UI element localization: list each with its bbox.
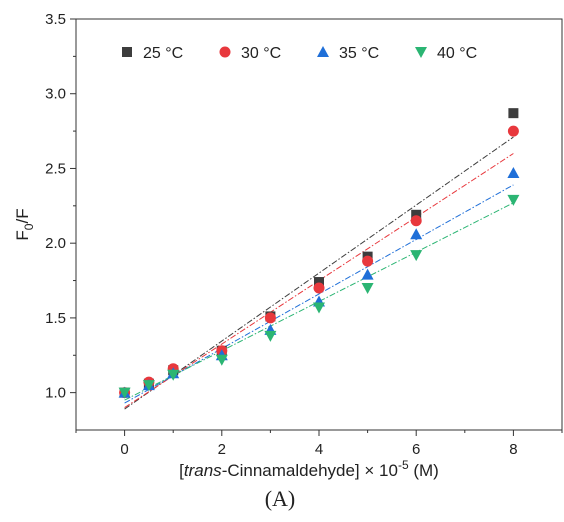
y-axis-label: F0/F bbox=[13, 208, 36, 240]
y-tick-label: 2.5 bbox=[45, 160, 66, 177]
legend: 25 °C 30 °C 35 °C 40 °C bbox=[122, 45, 477, 62]
y-tick-label: 1.5 bbox=[45, 310, 66, 327]
x-tick-label: 2 bbox=[218, 441, 226, 458]
data-point bbox=[264, 312, 276, 324]
legend-label: 35 °C bbox=[339, 45, 379, 62]
data-point bbox=[410, 228, 423, 240]
y-axis-ticks: 1.0 1.5 2.0 2.5 3.0 3.5 bbox=[45, 11, 76, 402]
y-tick-label: 1.0 bbox=[45, 385, 66, 402]
data-point bbox=[410, 215, 422, 227]
fit-line bbox=[124, 136, 514, 410]
data-point bbox=[410, 250, 423, 262]
data-point bbox=[507, 194, 520, 206]
x-tick-label: 0 bbox=[120, 441, 128, 458]
x-tick-label: 8 bbox=[509, 441, 517, 458]
data-point bbox=[411, 209, 422, 220]
data-point bbox=[264, 330, 277, 342]
data-markers bbox=[118, 108, 520, 399]
data-point bbox=[215, 354, 228, 366]
data-point bbox=[314, 277, 324, 288]
data-point bbox=[142, 380, 155, 392]
fit-line bbox=[124, 202, 514, 401]
legend-marker bbox=[415, 47, 427, 58]
panel-label: (A) bbox=[265, 486, 296, 511]
legend-label: 25 °C bbox=[143, 45, 183, 62]
y-tick-label: 2.0 bbox=[45, 235, 66, 252]
legend-marker bbox=[317, 46, 329, 57]
x-tick-label: 4 bbox=[315, 441, 323, 458]
data-point bbox=[313, 302, 325, 314]
data-point bbox=[507, 166, 520, 178]
legend-marker bbox=[219, 46, 231, 58]
fit-lines bbox=[124, 136, 514, 410]
data-point bbox=[362, 255, 374, 267]
data-point bbox=[508, 108, 519, 119]
fit-line bbox=[124, 184, 514, 404]
legend-marker bbox=[122, 47, 132, 57]
data-point bbox=[167, 369, 180, 381]
data-point bbox=[118, 387, 131, 399]
x-axis-label: [trans-Cinnamaldehyde] × 10-5 (M) bbox=[179, 458, 439, 480]
data-point bbox=[507, 125, 519, 137]
y-tick-label: 3.0 bbox=[45, 86, 66, 103]
x-axis-ticks: 0 2 4 6 8 bbox=[75, 430, 563, 458]
legend-label: 40 °C bbox=[437, 45, 477, 62]
data-point bbox=[361, 283, 374, 295]
x-tick-label: 6 bbox=[412, 441, 420, 458]
y-tick-label: 3.5 bbox=[45, 11, 66, 28]
data-point bbox=[361, 268, 374, 280]
plot-frame bbox=[75, 18, 563, 431]
legend-label: 30 °C bbox=[241, 45, 281, 62]
data-point bbox=[313, 282, 325, 294]
